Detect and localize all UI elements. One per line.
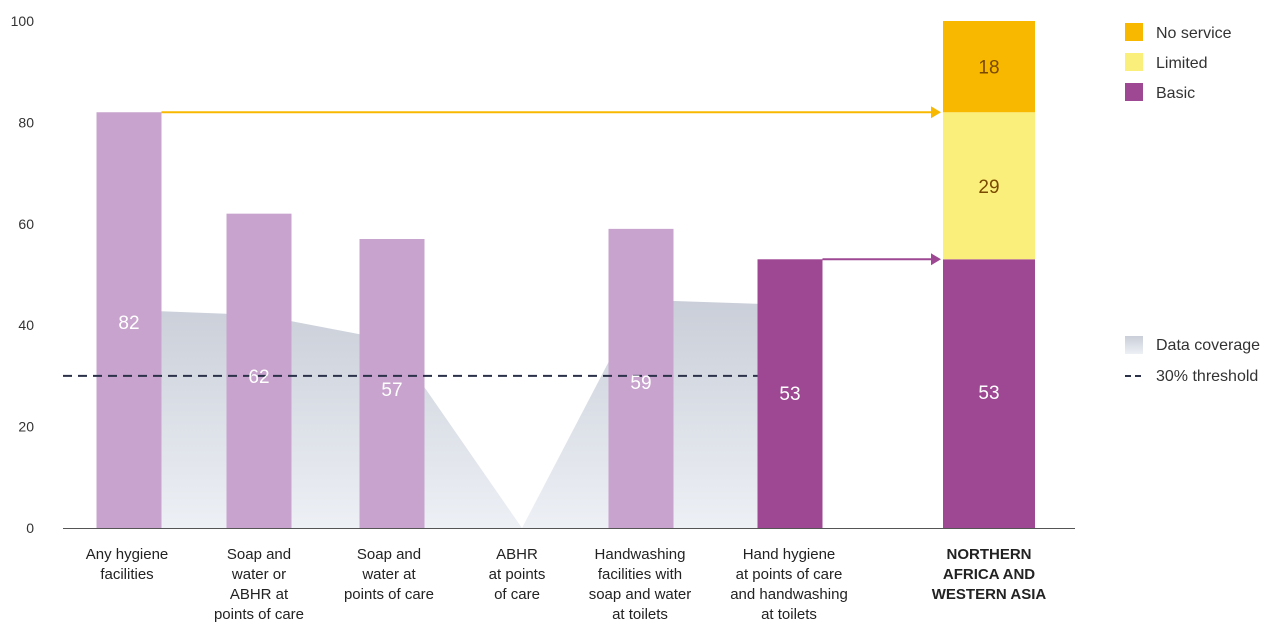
coverage-area	[97, 299, 823, 528]
stacked-segment	[943, 21, 1035, 113]
legend-swatch-basic	[1125, 83, 1143, 101]
y-tick-label: 20	[18, 419, 34, 435]
data-coverage-area	[97, 299, 823, 528]
stacked-segment	[943, 112, 1035, 260]
bar	[226, 213, 292, 528]
category-label: facilities	[100, 566, 153, 583]
segment-value-label: 53	[978, 383, 999, 404]
bar-value-label: 62	[248, 367, 269, 388]
category-label: at points	[489, 566, 546, 583]
legend-label-no-service: No service	[1156, 25, 1232, 42]
category-label: soap and water	[589, 586, 692, 603]
region-label: NORTHERN	[947, 546, 1032, 563]
arrow-yellow-head	[931, 106, 941, 119]
arrows	[161, 106, 941, 266]
y-axis-ticks: 0 20 40 60 80 100	[11, 13, 35, 536]
bar-value-label: 59	[630, 373, 651, 394]
stacked-segment	[943, 259, 1035, 528]
category-label: Soap and	[357, 546, 421, 563]
category-label: points of care	[344, 586, 434, 603]
bar-value-label: 82	[118, 313, 139, 334]
arrow-purple-head	[931, 253, 941, 266]
bar-value-label: 57	[381, 380, 402, 401]
legend-swatch-coverage	[1125, 336, 1143, 354]
category-label: at points of care	[736, 566, 843, 583]
legend-label-limited: Limited	[1156, 55, 1208, 72]
category-label: water at	[361, 566, 416, 583]
legend-swatch-no-service	[1125, 23, 1143, 41]
category-label: ABHR at	[230, 586, 289, 603]
bar	[757, 259, 823, 528]
y-tick-label: 60	[18, 216, 34, 232]
legend-label-coverage: Data coverage	[1156, 337, 1260, 354]
category-label: and handwashing	[730, 586, 848, 603]
bar-value-labels: 53 29 18 82 62 57 59 53	[118, 58, 999, 405]
y-tick-label: 40	[18, 317, 34, 333]
region-label: WESTERN ASIA	[932, 586, 1047, 603]
bar	[96, 112, 162, 528]
category-label: Soap and	[227, 546, 291, 563]
legend-swatch-limited	[1125, 53, 1143, 71]
segment-value-label: 29	[978, 177, 999, 198]
category-label: at toilets	[761, 606, 817, 623]
category-label: points of care	[214, 606, 304, 623]
category-label: at toilets	[612, 606, 668, 623]
category-label: Handwashing	[595, 546, 686, 563]
y-tick-label: 0	[26, 520, 34, 536]
bars	[96, 112, 823, 528]
bar	[359, 239, 425, 528]
region-label: AFRICA AND	[943, 566, 1035, 583]
category-label: facilities with	[598, 566, 682, 583]
bar	[608, 228, 674, 528]
category-label: Any hygiene	[86, 546, 169, 563]
category-label: water or	[231, 566, 286, 583]
legend-label-threshold: 30% threshold	[1156, 368, 1258, 385]
segment-value-label: 18	[978, 58, 999, 79]
category-label: of care	[494, 586, 540, 603]
bar-value-label: 53	[779, 384, 800, 405]
category-label: Hand hygiene	[743, 546, 836, 563]
legend: No service Limited Basic Data coverage 3…	[1125, 23, 1260, 385]
category-label: ABHR	[496, 546, 538, 563]
y-tick-label: 80	[18, 114, 34, 130]
legend-label-basic: Basic	[1156, 85, 1195, 102]
y-tick-label: 100	[11, 13, 35, 29]
category-labels: Any hygiene facilities Soap and water or ABH…	[86, 546, 1047, 623]
region-stacked-bar	[943, 21, 1035, 528]
